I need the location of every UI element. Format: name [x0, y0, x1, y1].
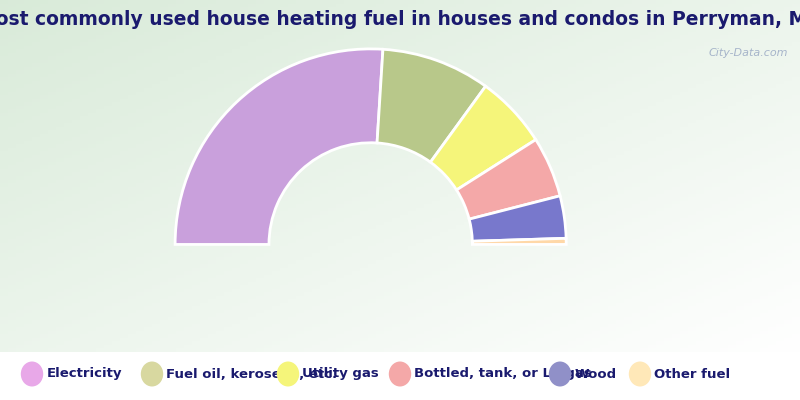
Text: Utility gas: Utility gas [302, 368, 379, 380]
Ellipse shape [141, 362, 163, 386]
Text: Most commonly used house heating fuel in houses and condos in Perryman, MD: Most commonly used house heating fuel in… [0, 10, 800, 29]
Wedge shape [377, 49, 486, 162]
Text: City-Data.com: City-Data.com [709, 48, 788, 58]
Ellipse shape [629, 362, 651, 386]
Text: Fuel oil, kerosene, etc.: Fuel oil, kerosene, etc. [166, 368, 338, 380]
Text: Bottled, tank, or LP gas: Bottled, tank, or LP gas [414, 368, 592, 380]
Text: Electricity: Electricity [46, 368, 122, 380]
Text: Wood: Wood [574, 368, 617, 380]
Text: Other fuel: Other fuel [654, 368, 730, 380]
Ellipse shape [21, 362, 43, 386]
Wedge shape [457, 140, 560, 219]
Ellipse shape [389, 362, 411, 386]
Ellipse shape [277, 362, 299, 386]
Ellipse shape [549, 362, 571, 386]
Wedge shape [469, 196, 566, 241]
Wedge shape [472, 238, 566, 244]
Wedge shape [175, 49, 383, 244]
Wedge shape [430, 86, 536, 190]
